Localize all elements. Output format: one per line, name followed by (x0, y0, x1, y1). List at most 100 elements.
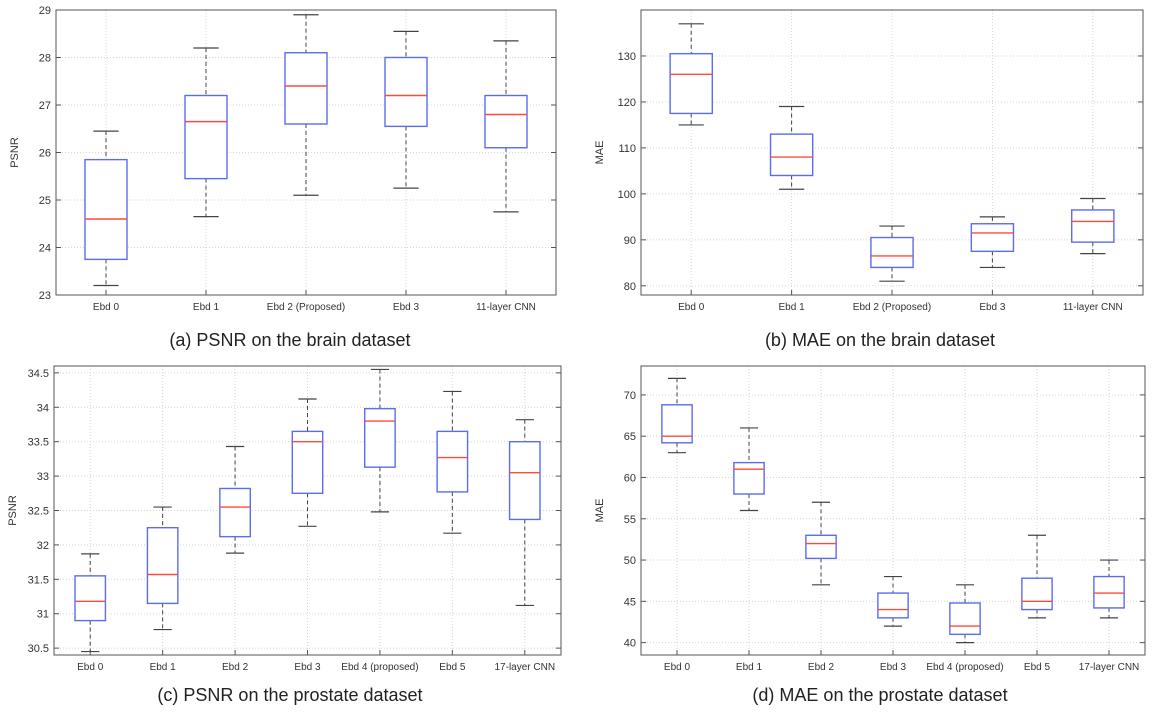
x-tick-label: Ebd 2 (808, 662, 835, 673)
x-tick-label: Ebd 3 (294, 662, 321, 673)
x-tick-label: Ebd 1 (736, 662, 763, 673)
x-tick-label: Ebd 2 (Proposed) (853, 302, 931, 313)
mae-brain-chart: 80 90 100 110 120 130 Ebd 0 Ebd 1 Ebd 2 (Propose… (594, 9, 1144, 313)
box-6 (1021, 534, 1053, 619)
y-tick-label: 130 (618, 51, 636, 63)
box-1 (74, 553, 107, 653)
caption-b: (b) MAE on the brain dataset (764, 330, 996, 350)
iqr-box (484, 94, 528, 149)
y-tick-label: 26 (39, 148, 51, 160)
x-tick-label: Ebd 2 (222, 662, 249, 673)
box-4 (291, 398, 324, 527)
caption-d: (d) MAE on the prostate dataset (752, 685, 1008, 705)
y-axis-label: MAE (594, 141, 606, 165)
box-2 (733, 427, 765, 512)
caption-c: (c) PSNR on the prostate dataset (157, 685, 423, 705)
box-5 (1071, 197, 1115, 255)
psnr-prostate-chart: 30.5 31 31.5 32 32.5 33 33.5 34 34.5 Ebd 0 Ebd 1 Eb… (7, 365, 562, 673)
x-tick-label: Ebd 3 (979, 302, 1006, 313)
iqr-box (870, 236, 914, 269)
box-6 (436, 390, 469, 534)
x-tick-label: Ebd 0 (93, 302, 120, 313)
y-tick-label: 24 (39, 243, 51, 255)
y-tick-label: 25 (39, 195, 51, 207)
y-tick-label: 27 (39, 100, 51, 112)
mae-prostate-chart: 40 45 50 55 60 65 70 Ebd 0 Ebd 1 Ebd 2 Ebd 3 Ebd 4 … (594, 365, 1146, 673)
x-tick-label: Ebd 5 (439, 662, 466, 673)
x-tick-label: Ebd 1 (150, 662, 177, 673)
iqr-box (733, 461, 765, 495)
chart-panel-d: 40 45 50 55 60 65 70 Ebd 0 Ebd 1 Ebd 2 Ebd 3 Ebd 4 … (577, 358, 1154, 678)
chart-panel-c: 30.5 31 31.5 32 32.5 33 33.5 34 34.5 Ebd 0 Ebd 1 Eb… (0, 358, 577, 678)
y-tick-label: 29 (39, 5, 51, 17)
iqr-box (508, 440, 541, 521)
plot-frame (640, 365, 1146, 656)
box-4 (877, 575, 909, 627)
y-tick-label: 90 (624, 235, 636, 247)
iqr-box (146, 527, 179, 605)
box-7 (1093, 559, 1125, 619)
y-tick-label: 70 (624, 390, 636, 402)
box-4 (970, 216, 1015, 269)
y-axis-label: PSNR (9, 137, 21, 168)
psnr-brain-chart: 23 24 25 26 27 28 29 Ebd 0 Ebd 1 Ebd 2 (Proposed)… (9, 5, 557, 313)
box-2 (146, 506, 179, 631)
y-axis-label: MAE (594, 499, 606, 523)
x-tick-label: 11-layer CNN (476, 302, 536, 313)
x-tick-label: Ebd 4 (proposed) (341, 662, 418, 673)
x-tick-label: Ebd 2 (Proposed) (267, 302, 345, 313)
x-tick-label: Ebd 0 (664, 662, 691, 673)
box-1 (669, 23, 713, 126)
y-tick-label: 55 (624, 514, 636, 526)
box-3 (284, 14, 328, 196)
y-tick-label: 33 (37, 471, 49, 483)
iqr-box (949, 602, 981, 636)
iqr-box (1071, 209, 1115, 243)
iqr-box (84, 158, 128, 261)
box-3 (219, 445, 251, 554)
plot-frame (640, 9, 1144, 296)
iqr-box (1093, 575, 1125, 609)
iqr-box (184, 94, 228, 180)
x-tick-label: 17-layer CNN (1079, 662, 1140, 673)
x-tick-label: Ebd 4 (proposed) (926, 662, 1003, 673)
box-1 (84, 130, 128, 287)
iqr-box (970, 223, 1015, 253)
x-tick-label: 17-layer CNN (494, 662, 555, 673)
y-axis-label: PSNR (7, 495, 19, 526)
iqr-box (284, 52, 328, 125)
box-4 (384, 30, 428, 189)
box-3 (870, 225, 914, 282)
x-tick-label: Ebd 0 (77, 662, 104, 673)
iqr-box (219, 487, 251, 538)
box-7 (508, 419, 541, 607)
y-tick-label: 65 (624, 431, 636, 443)
iqr-box (384, 56, 428, 128)
box-3 (805, 501, 837, 586)
box-5 (484, 40, 528, 213)
y-tick-label: 34.5 (28, 368, 49, 380)
y-tick-label: 32.5 (28, 506, 49, 518)
x-tick-label: Ebd 5 (1024, 662, 1051, 673)
box-2 (769, 105, 814, 190)
y-tick-label: 33.5 (28, 437, 49, 449)
y-tick-label: 30.5 (28, 643, 49, 655)
iqr-box (805, 534, 837, 560)
box-5 (949, 584, 981, 644)
plot-frame (55, 9, 557, 296)
y-tick-label: 45 (624, 596, 636, 608)
y-tick-label: 110 (618, 143, 636, 155)
x-tick-label: Ebd 3 (880, 662, 907, 673)
x-tick-label: Ebd 3 (393, 302, 420, 313)
caption-a: (a) PSNR on the brain dataset (169, 330, 411, 350)
chart-panel-b: 80 90 100 110 120 130 Ebd 0 Ebd 1 Ebd 2 (Propose… (577, 0, 1154, 320)
iqr-box (364, 407, 396, 468)
box-1 (661, 377, 693, 454)
plot-frame (53, 365, 562, 656)
y-tick-label: 60 (624, 472, 636, 484)
iqr-box (74, 575, 107, 622)
chart-panel-a: 23 24 25 26 27 28 29 Ebd 0 Ebd 1 Ebd 2 (Proposed)… (0, 0, 577, 320)
y-tick-label: 80 (624, 281, 636, 293)
y-tick-label: 28 (39, 53, 51, 65)
y-tick-label: 23 (39, 290, 51, 302)
